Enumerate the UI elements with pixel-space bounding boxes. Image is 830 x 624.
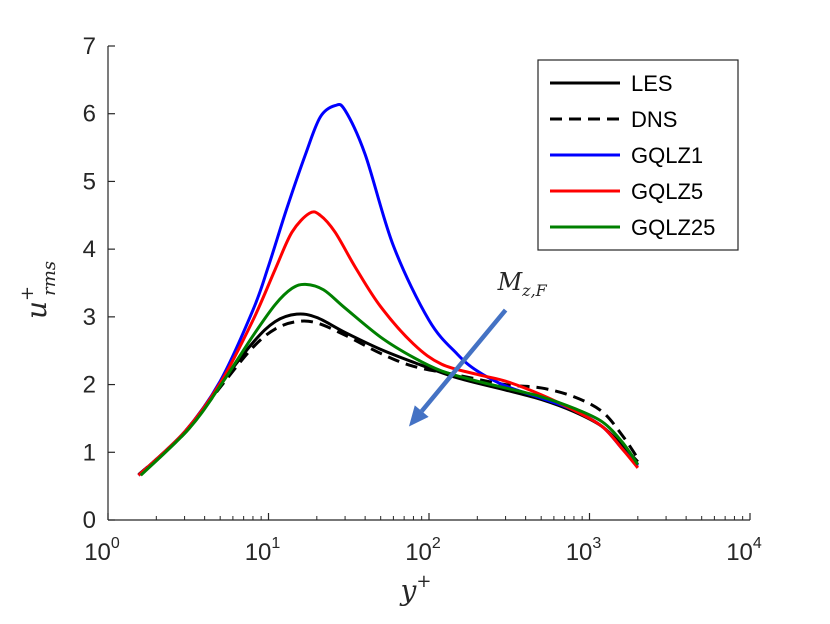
axes: 0 1 2 3 4 5 6 7 100 101 102 103 104 bbox=[83, 33, 762, 566]
y-tick-label: 1 bbox=[83, 439, 96, 466]
series-line-gqlz5 bbox=[137, 210, 639, 477]
y-tick-label: 6 bbox=[83, 101, 96, 128]
series-layer bbox=[137, 102, 640, 477]
y-tick-label: 3 bbox=[83, 304, 96, 331]
annotation-label: Mz,F bbox=[497, 268, 548, 300]
y-tick-label: 0 bbox=[83, 507, 96, 534]
legend-label-gqlz5: GQLZ5 bbox=[631, 179, 703, 204]
y-tick-label: 4 bbox=[83, 236, 96, 263]
y-tick-label: 2 bbox=[83, 372, 96, 399]
x-tick-label: 104 bbox=[726, 535, 762, 566]
legend: LES DNS GQLZ1 GQLZ5 GQLZ25 bbox=[537, 59, 739, 251]
axis-labels: y+ u+rms bbox=[17, 261, 431, 607]
legend-label-les: LES bbox=[631, 71, 673, 96]
x-axis-label: y+ bbox=[399, 571, 432, 607]
legend-label-gqlz1: GQLZ1 bbox=[631, 143, 703, 168]
y-tick-label: 7 bbox=[83, 33, 96, 60]
series-line-gqlz25 bbox=[139, 282, 640, 477]
x-tick-label: 101 bbox=[245, 535, 281, 566]
x-tick-label: 102 bbox=[405, 535, 441, 566]
x-tick-label: 103 bbox=[566, 535, 602, 566]
annotation-arrow-shaft bbox=[419, 308, 508, 413]
annotation-arrow-head bbox=[408, 405, 429, 427]
series-line-dns bbox=[137, 319, 640, 476]
annotation: Mz,F bbox=[408, 268, 548, 427]
y-axis-label: u+rms bbox=[17, 261, 60, 319]
x-tick-label: 100 bbox=[84, 535, 120, 566]
legend-label-gqlz25: GQLZ25 bbox=[631, 215, 715, 240]
y-tick-label: 5 bbox=[83, 168, 96, 195]
legend-label-dns: DNS bbox=[631, 107, 677, 132]
